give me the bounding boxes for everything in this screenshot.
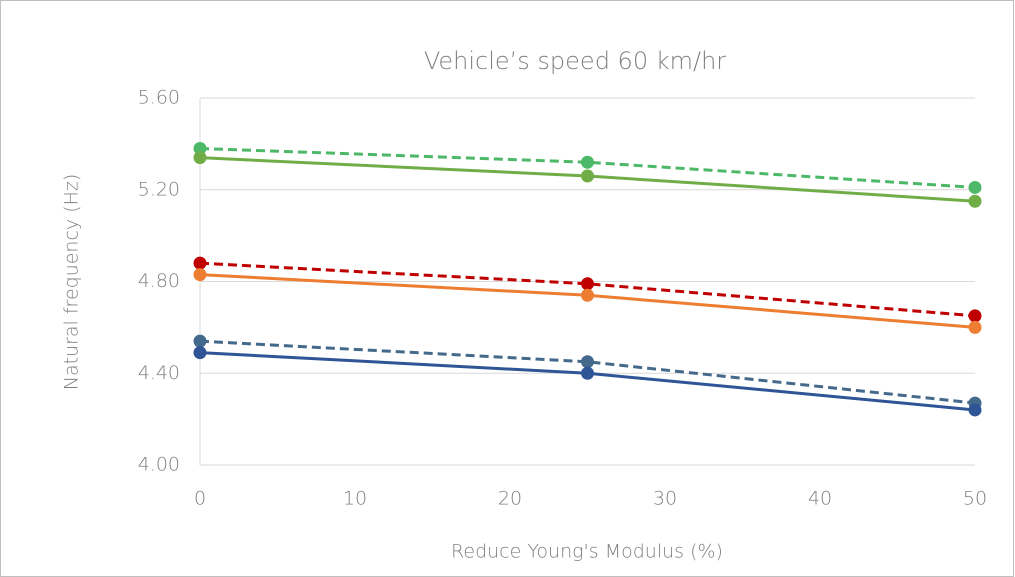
chart-title: Vehicle’s speed 60 km/hr <box>424 47 726 75</box>
data-point <box>581 277 594 291</box>
y-tick-label: 4.40 <box>138 362 180 384</box>
y-tick-label: 5.60 <box>138 87 180 109</box>
y-tick-label: 4.80 <box>138 270 180 292</box>
x-axis-label: Reduce Young's Modulus (%) <box>451 541 723 563</box>
data-point <box>193 334 207 348</box>
data-point <box>581 155 594 169</box>
data-point <box>581 169 594 183</box>
data-point <box>193 141 207 155</box>
x-tick-label: 10 <box>343 488 367 510</box>
data-point <box>581 366 594 380</box>
series-line <box>199 261 976 318</box>
data-point <box>968 320 982 334</box>
x-tick-label: 0 <box>194 488 206 510</box>
data-point <box>581 355 594 369</box>
series-line <box>199 339 976 405</box>
data-point <box>968 309 982 323</box>
data-point <box>968 403 982 417</box>
series-line <box>199 146 976 189</box>
data-point <box>193 346 207 360</box>
data-point <box>968 194 982 208</box>
x-tick-label: 50 <box>963 488 987 510</box>
x-tick-label: 40 <box>808 488 832 510</box>
data-point <box>968 180 982 194</box>
data-point <box>193 268 207 282</box>
data-point <box>581 288 594 302</box>
x-tick-label: 20 <box>498 488 522 510</box>
data-point <box>193 151 207 165</box>
y-tick-label: 5.20 <box>138 178 180 200</box>
y-axis-label: Natural frequency (Hz) <box>61 174 83 391</box>
y-tick-label: 4.00 <box>138 454 180 476</box>
data-point <box>193 256 207 270</box>
x-tick-label: 30 <box>653 488 677 510</box>
